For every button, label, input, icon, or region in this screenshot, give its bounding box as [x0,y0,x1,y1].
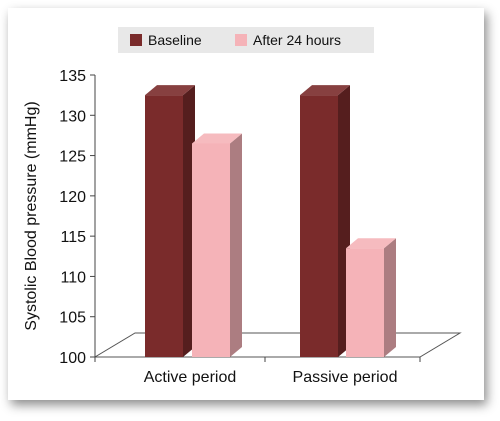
chart-axes [90,74,421,362]
y-tick-label-120: 120 [59,189,86,206]
y-tick-label-135: 135 [59,68,86,85]
bar-top [192,133,242,144]
chart-labels: 100 105 110 115 120 125 130 135 Active period Pas… [23,68,397,386]
bar-side [384,238,396,357]
bar-side [230,133,242,357]
bar-top [346,238,396,249]
y-axis-title: Systolic Blood pressure (mmHg) [23,101,40,330]
bar-baseline-active-period [145,85,195,358]
x-tick-label-active-period: Active period [144,369,237,386]
legend-swatch-after-24-hours [235,34,247,46]
bar-front [300,95,338,358]
bar-top [145,85,195,96]
legend-label-baseline: Baseline [148,32,202,48]
y-tick-label-130: 130 [59,108,86,125]
legend-entry-after-24-hours: After 24 hours [235,27,341,53]
bar-front [145,95,183,358]
y-tick-label-100: 100 [59,350,86,367]
bar-front [346,248,384,357]
chart-bars [145,85,396,358]
bar-top [300,85,350,96]
bar-front [192,143,230,357]
x-tick-label-passive-period: Passive period [293,369,398,386]
y-tick-label-110: 110 [60,269,86,286]
legend-entry-baseline: Baseline [130,27,202,53]
bar-baseline-passive-period [300,85,350,358]
legend-label-after-24-hours: After 24 hours [253,32,341,48]
y-tick-label-105: 105 [59,310,86,327]
bar-after-24-hours-passive-period [346,238,396,357]
bar-after-24-hours-active-period [192,133,242,357]
legend: Baseline After 24 hours [118,27,374,53]
legend-swatch-baseline [130,34,142,46]
y-tick-label-115: 115 [60,229,86,246]
y-tick-label-125: 125 [59,149,86,166]
